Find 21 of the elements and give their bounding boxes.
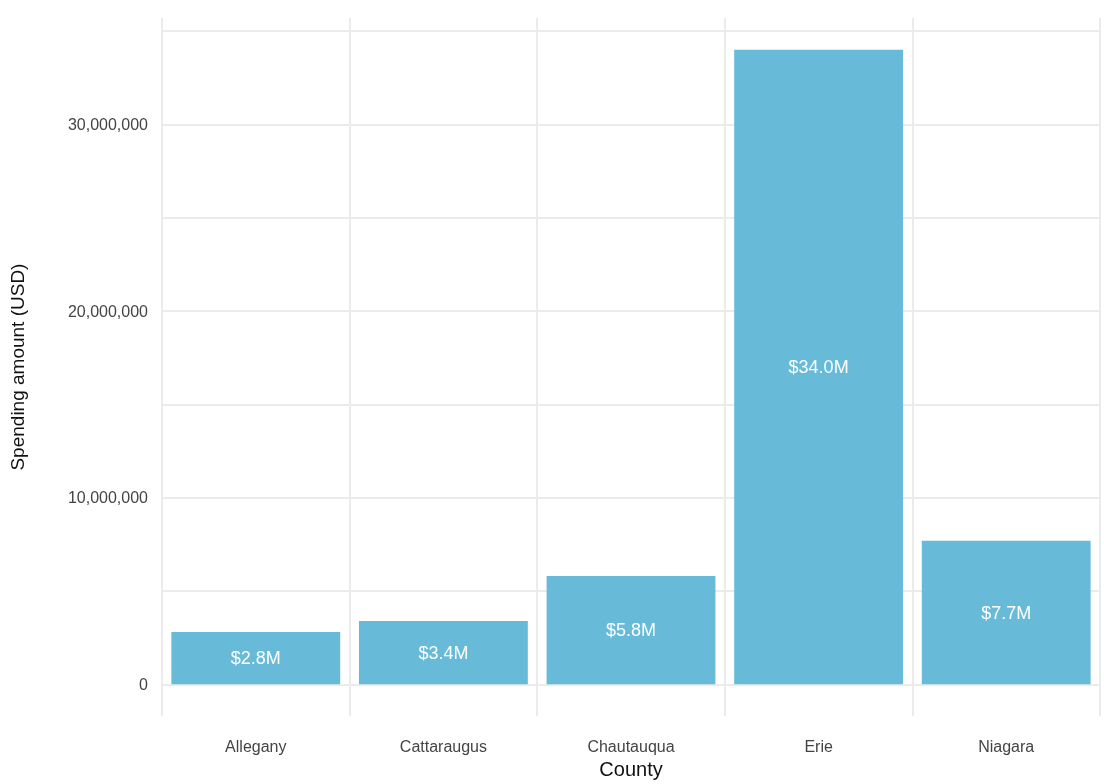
- x-tick-label: Erie: [804, 737, 833, 755]
- y-axis-title: Spending amount (USD): [7, 263, 28, 471]
- data-label: $2.8M: [230, 648, 281, 669]
- bar: [921, 540, 1091, 685]
- bar: [358, 620, 528, 685]
- y-tick-label: 10,000,000: [67, 489, 149, 507]
- y-tick-label: 30,000,000: [67, 115, 149, 133]
- bar: [171, 632, 341, 685]
- data-label: $5.8M: [605, 620, 657, 641]
- data-label: $7.7M: [981, 602, 1032, 623]
- x-tick-label: Allegany: [225, 737, 287, 755]
- data-label: $3.4M: [418, 642, 469, 663]
- x-axis-title: County: [599, 758, 663, 780]
- data-label: $34.0M: [788, 357, 849, 378]
- y-tick-label: 0: [139, 675, 149, 693]
- y-tick-label: 20,000,000: [67, 302, 149, 320]
- x-tick-label: Niagara: [978, 737, 1035, 755]
- x-tick-label: Cattaraugus: [399, 737, 487, 755]
- x-tick-label: Chautauqua: [587, 737, 675, 755]
- bar: [546, 576, 716, 685]
- bar: [734, 49, 904, 685]
